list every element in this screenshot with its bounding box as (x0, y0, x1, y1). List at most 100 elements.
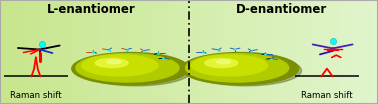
Bar (76, 0, 77, 104)
Bar (136, 0, 138, 104)
Bar (244, 0, 246, 104)
Bar (119, 0, 121, 104)
Bar (98, 0, 100, 104)
Bar (242, 0, 244, 104)
Bar (17, 0, 19, 104)
Bar (79, 0, 81, 104)
Bar (15, 0, 17, 104)
Bar (206, 0, 208, 104)
Bar (189, 0, 191, 104)
Bar (70, 0, 72, 104)
Bar (81, 0, 83, 104)
Bar (161, 0, 163, 104)
Bar (369, 0, 370, 104)
Bar (284, 0, 285, 104)
Bar (42, 0, 43, 104)
Bar (66, 0, 68, 104)
Bar (319, 0, 321, 104)
Bar (342, 0, 344, 104)
Bar (132, 0, 134, 104)
Bar (314, 0, 316, 104)
Bar (68, 0, 70, 104)
Bar (295, 0, 297, 104)
Bar (127, 0, 129, 104)
Bar (168, 0, 170, 104)
Bar (53, 0, 55, 104)
Bar (183, 0, 185, 104)
Bar (259, 0, 261, 104)
Bar (34, 0, 36, 104)
Bar (255, 0, 257, 104)
Bar (302, 0, 304, 104)
Bar (312, 0, 314, 104)
Bar (74, 0, 76, 104)
Bar (113, 0, 115, 104)
Bar (174, 0, 176, 104)
Bar (102, 0, 104, 104)
Bar (130, 0, 132, 104)
Bar (123, 0, 125, 104)
Bar (110, 0, 112, 104)
Bar (25, 0, 26, 104)
Bar (361, 0, 363, 104)
Bar (357, 0, 359, 104)
Bar (19, 0, 21, 104)
Bar (62, 0, 64, 104)
Bar (359, 0, 361, 104)
Bar (331, 0, 333, 104)
Circle shape (82, 55, 158, 76)
Bar (30, 0, 32, 104)
Bar (151, 0, 153, 104)
Bar (121, 0, 123, 104)
Bar (106, 0, 108, 104)
Bar (293, 0, 295, 104)
Circle shape (76, 54, 179, 82)
Circle shape (107, 60, 121, 64)
Bar (91, 0, 93, 104)
Bar (87, 0, 89, 104)
Text: D-enantiomer: D-enantiomer (236, 3, 327, 16)
Bar (316, 0, 318, 104)
Bar (285, 0, 287, 104)
Bar (257, 0, 259, 104)
Bar (147, 0, 149, 104)
Bar (214, 0, 215, 104)
Bar (23, 0, 25, 104)
Bar (215, 0, 217, 104)
Bar (9, 0, 11, 104)
Bar (225, 0, 227, 104)
Bar (370, 0, 372, 104)
Bar (28, 0, 30, 104)
Bar (212, 0, 214, 104)
Bar (180, 0, 181, 104)
Bar (344, 0, 346, 104)
Bar (327, 0, 329, 104)
Bar (308, 0, 310, 104)
Circle shape (186, 54, 289, 82)
Bar (166, 0, 168, 104)
Bar (291, 0, 293, 104)
Bar (287, 0, 289, 104)
Bar (202, 0, 204, 104)
Bar (59, 0, 60, 104)
Bar (96, 0, 98, 104)
Bar (45, 0, 47, 104)
Bar (221, 0, 223, 104)
Bar (282, 0, 284, 104)
Bar (265, 0, 266, 104)
Bar (89, 0, 91, 104)
Bar (195, 0, 197, 104)
Bar (297, 0, 299, 104)
Bar (310, 0, 312, 104)
Bar (223, 0, 225, 104)
Bar (83, 0, 85, 104)
Bar (176, 0, 178, 104)
Text: L-enantiomer: L-enantiomer (47, 3, 136, 16)
Bar (4, 0, 6, 104)
Circle shape (95, 58, 128, 67)
Bar (208, 0, 210, 104)
Bar (232, 0, 234, 104)
Bar (140, 0, 142, 104)
Bar (217, 0, 219, 104)
Bar (26, 0, 28, 104)
